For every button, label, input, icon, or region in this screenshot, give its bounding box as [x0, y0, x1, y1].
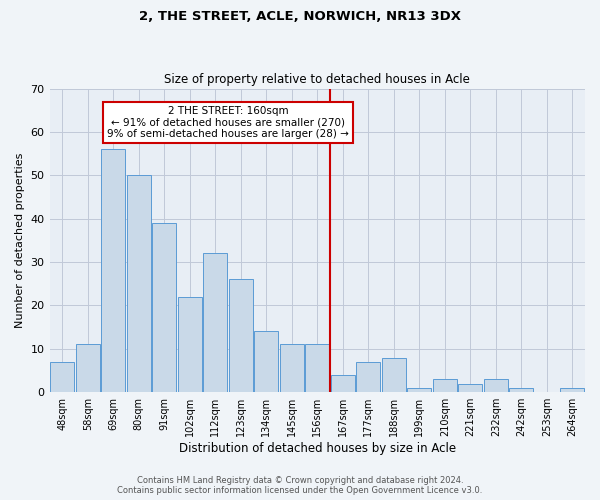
Bar	[178, 297, 202, 392]
Title: Size of property relative to detached houses in Acle: Size of property relative to detached ho…	[164, 73, 470, 86]
Bar	[152, 223, 176, 392]
Bar	[101, 150, 125, 392]
Bar	[50, 362, 74, 392]
Bar	[76, 344, 100, 392]
Bar	[560, 388, 584, 392]
Bar	[407, 388, 431, 392]
Bar	[305, 344, 329, 392]
Bar	[509, 388, 533, 392]
Bar	[127, 176, 151, 392]
X-axis label: Distribution of detached houses by size in Acle: Distribution of detached houses by size …	[179, 442, 456, 455]
Bar	[484, 379, 508, 392]
Bar	[382, 358, 406, 392]
Bar	[458, 384, 482, 392]
Bar	[433, 379, 457, 392]
Bar	[356, 362, 380, 392]
Bar	[203, 254, 227, 392]
Y-axis label: Number of detached properties: Number of detached properties	[15, 152, 25, 328]
Bar	[254, 332, 278, 392]
Bar	[229, 280, 253, 392]
Text: 2 THE STREET: 160sqm
← 91% of detached houses are smaller (270)
9% of semi-detac: 2 THE STREET: 160sqm ← 91% of detached h…	[107, 106, 349, 139]
Bar	[280, 344, 304, 392]
Text: 2, THE STREET, ACLE, NORWICH, NR13 3DX: 2, THE STREET, ACLE, NORWICH, NR13 3DX	[139, 10, 461, 23]
Bar	[331, 375, 355, 392]
Text: Contains HM Land Registry data © Crown copyright and database right 2024.
Contai: Contains HM Land Registry data © Crown c…	[118, 476, 482, 495]
